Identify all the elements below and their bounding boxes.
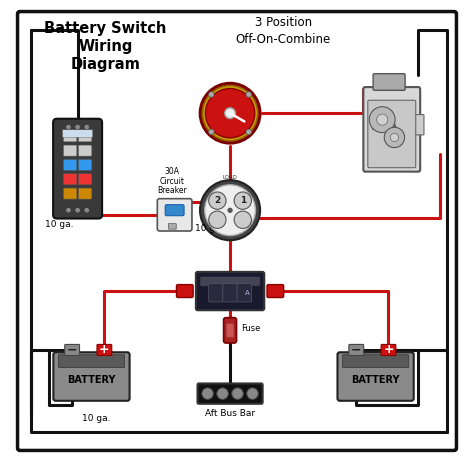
Circle shape bbox=[75, 124, 81, 130]
FancyBboxPatch shape bbox=[267, 285, 283, 298]
Circle shape bbox=[209, 92, 214, 97]
FancyBboxPatch shape bbox=[165, 205, 184, 216]
Circle shape bbox=[200, 180, 260, 240]
FancyBboxPatch shape bbox=[53, 119, 102, 219]
Text: LOAD: LOAD bbox=[223, 175, 237, 180]
FancyBboxPatch shape bbox=[157, 199, 192, 231]
Circle shape bbox=[390, 133, 399, 141]
FancyBboxPatch shape bbox=[410, 115, 424, 135]
FancyBboxPatch shape bbox=[64, 131, 77, 142]
FancyBboxPatch shape bbox=[198, 383, 263, 404]
FancyBboxPatch shape bbox=[64, 174, 77, 185]
FancyBboxPatch shape bbox=[224, 318, 237, 343]
Circle shape bbox=[232, 388, 243, 400]
Text: 1: 1 bbox=[240, 196, 246, 205]
FancyBboxPatch shape bbox=[200, 277, 260, 286]
Circle shape bbox=[202, 388, 213, 400]
Circle shape bbox=[247, 388, 258, 400]
Circle shape bbox=[66, 207, 71, 213]
Text: +: + bbox=[99, 343, 109, 357]
FancyBboxPatch shape bbox=[64, 188, 77, 199]
Text: Aft Bus Bar: Aft Bus Bar bbox=[205, 409, 255, 418]
FancyBboxPatch shape bbox=[78, 131, 92, 142]
Circle shape bbox=[75, 207, 81, 213]
Text: Battery Switch
Wiring
Diagram: Battery Switch Wiring Diagram bbox=[44, 21, 166, 72]
FancyBboxPatch shape bbox=[78, 174, 92, 185]
Circle shape bbox=[377, 114, 388, 125]
FancyBboxPatch shape bbox=[373, 73, 405, 91]
Circle shape bbox=[217, 388, 228, 400]
FancyBboxPatch shape bbox=[64, 159, 77, 170]
FancyBboxPatch shape bbox=[226, 323, 234, 337]
Circle shape bbox=[66, 124, 71, 130]
Text: 30A
Circuit
Breaker: 30A Circuit Breaker bbox=[157, 167, 187, 195]
FancyBboxPatch shape bbox=[63, 130, 92, 137]
Circle shape bbox=[369, 107, 395, 133]
Text: −: − bbox=[67, 343, 77, 357]
FancyBboxPatch shape bbox=[381, 345, 396, 356]
FancyBboxPatch shape bbox=[78, 188, 92, 199]
Circle shape bbox=[209, 211, 226, 228]
Text: 10 ga.: 10 ga. bbox=[46, 219, 74, 229]
Circle shape bbox=[234, 211, 251, 228]
Circle shape bbox=[202, 85, 258, 141]
FancyBboxPatch shape bbox=[65, 345, 80, 356]
Text: +: + bbox=[383, 343, 394, 357]
Text: A: A bbox=[245, 291, 250, 296]
Text: 3 Position
Off-On-Combine: 3 Position Off-On-Combine bbox=[236, 16, 331, 46]
FancyBboxPatch shape bbox=[78, 145, 92, 156]
Text: 10 ga.: 10 ga. bbox=[195, 224, 224, 233]
FancyBboxPatch shape bbox=[368, 100, 416, 168]
FancyBboxPatch shape bbox=[237, 284, 252, 302]
FancyBboxPatch shape bbox=[349, 345, 364, 356]
Text: 10 ga.: 10 ga. bbox=[82, 413, 111, 423]
Text: BATTERY: BATTERY bbox=[351, 375, 400, 385]
Circle shape bbox=[209, 192, 226, 209]
Text: −: − bbox=[351, 343, 362, 357]
FancyBboxPatch shape bbox=[223, 284, 237, 302]
FancyBboxPatch shape bbox=[58, 355, 125, 368]
Circle shape bbox=[246, 92, 252, 97]
Circle shape bbox=[205, 185, 255, 236]
Circle shape bbox=[384, 127, 405, 148]
FancyBboxPatch shape bbox=[176, 285, 193, 298]
FancyBboxPatch shape bbox=[364, 87, 420, 172]
FancyBboxPatch shape bbox=[337, 352, 414, 401]
Circle shape bbox=[200, 83, 260, 143]
Text: 2: 2 bbox=[214, 196, 220, 205]
FancyBboxPatch shape bbox=[209, 284, 223, 302]
FancyBboxPatch shape bbox=[97, 345, 112, 356]
Circle shape bbox=[225, 108, 236, 119]
Circle shape bbox=[84, 124, 90, 130]
Circle shape bbox=[205, 89, 255, 138]
FancyBboxPatch shape bbox=[342, 355, 409, 368]
Text: ●: ● bbox=[227, 207, 233, 213]
Circle shape bbox=[246, 129, 252, 134]
Text: Fuse: Fuse bbox=[242, 323, 261, 333]
FancyBboxPatch shape bbox=[18, 12, 456, 450]
FancyBboxPatch shape bbox=[168, 224, 176, 229]
FancyBboxPatch shape bbox=[196, 272, 264, 310]
Text: BATTERY: BATTERY bbox=[67, 375, 116, 385]
FancyBboxPatch shape bbox=[78, 159, 92, 170]
Circle shape bbox=[209, 129, 214, 134]
FancyBboxPatch shape bbox=[54, 352, 129, 401]
FancyBboxPatch shape bbox=[64, 145, 77, 156]
Circle shape bbox=[234, 192, 251, 209]
Circle shape bbox=[84, 207, 90, 213]
